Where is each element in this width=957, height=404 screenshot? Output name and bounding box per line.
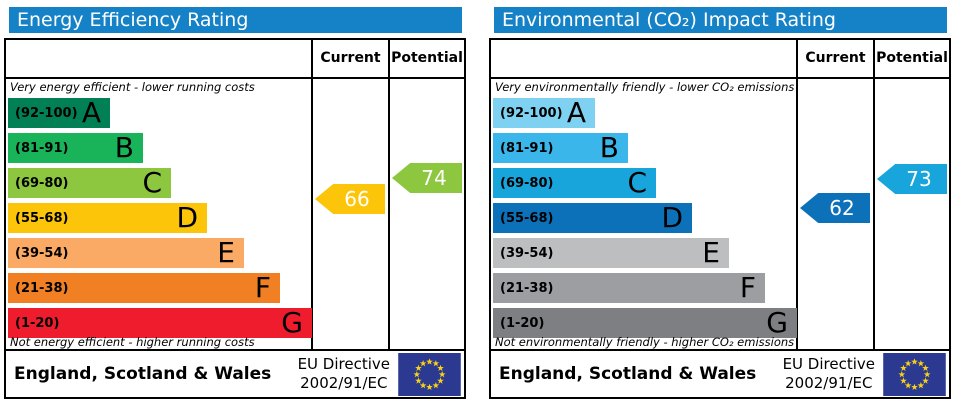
footer-divider: [6, 349, 464, 351]
band-a: (92-100) A: [8, 98, 110, 128]
band-letter: G: [281, 306, 303, 339]
potential-rating-value: 73: [906, 167, 932, 191]
band-range: (92-100): [500, 105, 563, 121]
band-letter: E: [217, 236, 235, 269]
band-f: (21-38) F: [493, 273, 765, 303]
current-rating-arrow: 62: [800, 193, 870, 223]
potential-rating-arrow: 74: [392, 163, 462, 193]
column-divider: [873, 40, 875, 349]
band-letter: C: [142, 166, 162, 199]
column-divider: [388, 40, 390, 349]
eu-directive-line2: 2002/91/EC: [300, 374, 388, 392]
header-divider: [6, 77, 464, 79]
band-c: (69-80) C: [493, 168, 656, 198]
band-letter: D: [176, 201, 198, 234]
band-letter: C: [627, 166, 647, 199]
band-range: (55-68): [500, 210, 554, 226]
potential-rating-arrow: 73: [877, 164, 947, 194]
potential-column-header: Potential: [391, 50, 463, 66]
region-label: England, Scotland & Wales: [14, 364, 272, 384]
energy-efficiency-panel: Energy Efficiency Rating Current Potenti…: [0, 0, 478, 404]
rating-table: Current Potential Very energy efficient …: [4, 38, 466, 399]
band-range: (69-80): [15, 175, 69, 191]
potential-column-header: Potential: [876, 50, 948, 66]
band-c: (69-80) C: [8, 168, 171, 198]
band-letter: B: [114, 131, 134, 164]
column-divider: [311, 40, 313, 349]
band-a: (92-100) A: [493, 98, 595, 128]
band-range: (81-91): [15, 140, 69, 156]
band-range: (21-38): [500, 280, 554, 296]
top-note: Very energy efficient - lower running co…: [10, 80, 255, 94]
band-range: (21-38): [15, 280, 69, 296]
band-f: (21-38) F: [8, 273, 280, 303]
band-letter: G: [766, 306, 788, 339]
eu-directive-line1: EU Directive: [297, 355, 390, 373]
eu-directive-label: EU Directive 2002/91/EC: [298, 355, 390, 393]
current-rating-value: 62: [829, 196, 855, 220]
footer-divider: [491, 349, 949, 351]
band-letter: A: [81, 96, 101, 129]
eu-directive-line1: EU Directive: [782, 355, 875, 373]
header-divider: [491, 77, 949, 79]
rating-table: Current Potential Very environmentally f…: [489, 38, 951, 399]
band-b: (81-91) B: [8, 133, 143, 163]
potential-rating-value: 74: [421, 166, 447, 190]
bottom-note: Not environmentally friendly - higher CO…: [495, 335, 795, 349]
band-g: (1-20) G: [8, 308, 312, 338]
footer-row: England, Scotland & Wales EU Directive 2…: [491, 351, 949, 397]
region-label: England, Scotland & Wales: [499, 364, 757, 384]
current-rating-value: 66: [344, 187, 370, 211]
panel-title: Environmental (CO₂) Impact Rating: [494, 7, 947, 33]
band-d: (55-68) D: [8, 203, 207, 233]
band-range: (92-100): [15, 105, 78, 121]
current-column-header: Current: [805, 50, 866, 66]
eu-flag-icon: [398, 352, 461, 396]
band-g: (1-20) G: [493, 308, 797, 338]
band-range: (1-20): [500, 315, 545, 331]
band-range: (39-54): [500, 245, 554, 261]
band-letter: A: [566, 96, 586, 129]
eu-flag-icon: [883, 352, 946, 396]
band-range: (39-54): [15, 245, 69, 261]
band-letter: B: [599, 131, 619, 164]
band-e: (39-54) E: [8, 238, 244, 268]
band-range: (69-80): [500, 175, 554, 191]
eu-directive-label: EU Directive 2002/91/EC: [783, 355, 875, 393]
band-e: (39-54) E: [493, 238, 729, 268]
band-letter: F: [254, 271, 271, 304]
band-range: (81-91): [500, 140, 554, 156]
band-range: (1-20): [15, 315, 60, 331]
footer-row: England, Scotland & Wales EU Directive 2…: [6, 351, 464, 397]
top-note: Very environmentally friendly - lower CO…: [495, 80, 795, 94]
column-divider: [796, 40, 798, 349]
eu-directive-line2: 2002/91/EC: [785, 374, 873, 392]
band-letter: D: [661, 201, 683, 234]
bottom-note: Not energy efficient - higher running co…: [10, 335, 255, 349]
band-letter: F: [739, 271, 756, 304]
panel-title: Energy Efficiency Rating: [9, 7, 462, 33]
environmental-impact-panel: Environmental (CO₂) Impact Rating Curren…: [485, 0, 957, 404]
band-letter: E: [702, 236, 720, 269]
band-range: (55-68): [15, 210, 69, 226]
current-column-header: Current: [320, 50, 381, 66]
band-d: (55-68) D: [493, 203, 692, 233]
current-rating-arrow: 66: [315, 184, 385, 214]
band-b: (81-91) B: [493, 133, 628, 163]
